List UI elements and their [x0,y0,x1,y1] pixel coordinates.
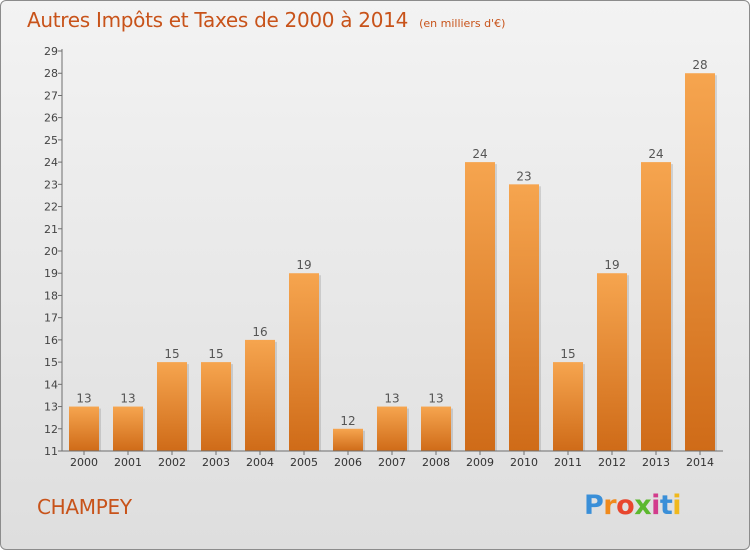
x-tick-label: 2014 [686,456,714,469]
x-tick-label: 2000 [70,456,98,469]
bar [421,406,451,451]
y-tick-label: 11 [44,445,58,458]
x-tick-label: 2003 [202,456,230,469]
y-tick-label: 27 [44,89,58,102]
title-row: Autres Impôts et Taxes de 2000 à 2014 (e… [27,8,505,32]
data-label: 13 [120,392,135,406]
bar [245,339,275,451]
x-tick-label: 2006 [334,456,362,469]
x-tick-label: 2007 [378,456,406,469]
bar [377,406,407,451]
proxiti-logo: Proxiti [584,490,682,521]
bar [597,273,627,451]
x-tick-label: 2012 [598,456,626,469]
y-tick-label: 15 [44,356,58,369]
y-tick-label: 19 [44,267,58,280]
data-label: 15 [208,347,223,361]
axes: 11 12 13 14 15 16 17 18 19 20 21 22 23 24 25 26 27 28 29 20… [44,45,723,469]
bar [69,406,99,451]
y-tick-label: 22 [44,201,58,214]
data-label: 13 [384,392,399,406]
x-tick-label: 2002 [158,456,186,469]
data-label: 24 [472,147,487,161]
bar [465,162,495,451]
bars [69,73,717,452]
x-tick-label: 2013 [642,456,670,469]
y-tick-label: 26 [44,112,58,125]
logo-letter: r [603,490,617,521]
bar [289,273,319,451]
y-tick-label: 25 [44,134,58,147]
x-tick-label: 2004 [246,456,274,469]
x-tick-label: 2008 [422,456,450,469]
chart-title: Autres Impôts et Taxes de 2000 à 2014 [27,8,408,32]
y-tick-label: 13 [44,401,58,414]
y-tick-label: 23 [44,178,58,191]
data-label: 12 [340,414,355,428]
logo-letter: o [616,490,635,521]
logo-letter: P [584,490,604,521]
logo-letter: x [634,490,652,521]
data-label: 13 [76,392,91,406]
y-tick-label: 20 [44,245,58,258]
bar [685,73,715,451]
data-label: 24 [648,147,663,161]
data-labels: 13 13 15 15 16 19 12 13 13 24 23 15 19 24 28 [76,58,707,428]
y-tick-label: 21 [44,223,58,236]
logo-letter: i [651,490,660,521]
data-label: 15 [164,347,179,361]
y-tick-label: 29 [44,45,58,58]
x-tick-label: 2011 [554,456,582,469]
bar [201,362,231,451]
y-tick-label: 17 [44,312,58,325]
y-tick-label: 16 [44,334,58,347]
y-tick-label: 14 [44,378,58,391]
y-tick-label: 18 [44,289,58,302]
bar [553,362,583,451]
data-label: 19 [604,258,619,272]
data-label: 15 [560,347,575,361]
bar [157,362,187,451]
data-label: 13 [428,392,443,406]
x-tick-label: 2009 [466,456,494,469]
y-tick-label: 28 [44,67,58,80]
logo-letter: i [672,490,682,521]
data-label: 28 [692,58,707,72]
bar [113,406,143,451]
x-tick-label: 2001 [114,456,142,469]
data-label: 19 [296,258,311,272]
bar [509,184,539,452]
y-tick-label: 24 [44,156,58,169]
x-tick-label: 2010 [510,456,538,469]
data-label: 16 [252,325,267,339]
y-tick-label: 12 [44,423,58,436]
commune-name: CHAMPEY [37,495,132,519]
bar [333,428,363,451]
bar [641,162,671,451]
data-label: 23 [516,169,531,183]
chart-unit: (en milliers d'€) [419,17,506,30]
x-tick-label: 2005 [290,456,318,469]
logo-letter: t [659,490,673,521]
